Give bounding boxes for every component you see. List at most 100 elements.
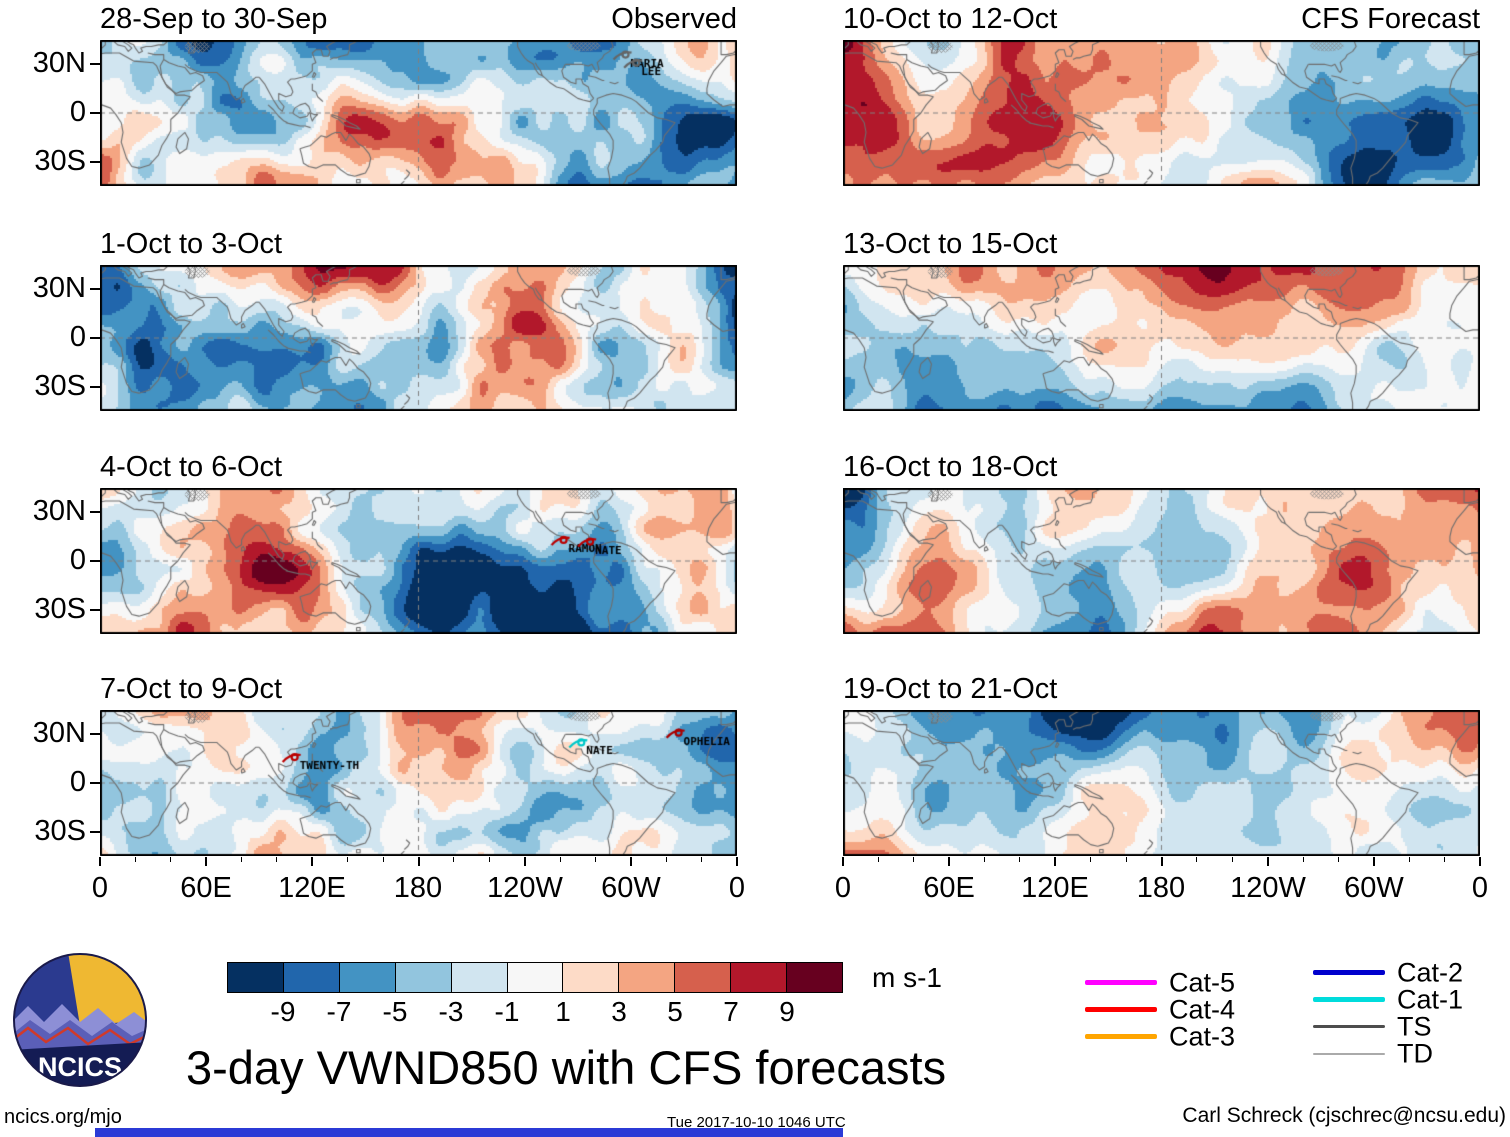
colorbar-segment	[394, 962, 452, 993]
panel-date-range: 28-Sep to 30-Sep	[100, 3, 328, 35]
axis-tick	[134, 857, 136, 862]
map-canvas	[843, 710, 1480, 856]
axis-tick	[948, 857, 951, 866]
axis-tick	[1372, 857, 1375, 866]
legend-label: TS	[1397, 1011, 1432, 1042]
axis-tick	[1408, 857, 1410, 862]
axis-tick	[90, 608, 100, 611]
column-label-forecast: CFS Forecast	[1301, 3, 1480, 35]
axis-tick	[594, 857, 596, 862]
panel-date-range: 10-Oct to 12-Oct	[843, 3, 1058, 35]
axis-tick	[559, 857, 561, 862]
ncics-logo-graphic: NCICS	[13, 953, 147, 1087]
footer-site-url: ncics.org/mjo	[4, 1106, 122, 1128]
colorbar-tick-label: 1	[555, 996, 571, 1027]
ts-line-swatch	[1313, 1025, 1385, 1029]
legend-item-cat4: Cat-4	[1085, 996, 1235, 1023]
axis-tick	[90, 830, 100, 833]
axis-tick	[1090, 857, 1092, 862]
colorbar-segment	[618, 962, 676, 993]
colorbar-tick-label: 7	[723, 996, 739, 1027]
axis-tick	[1160, 857, 1163, 866]
legend-label: Cat-2	[1397, 957, 1464, 988]
y-axis-label: 0	[69, 321, 86, 353]
legend-item-cat2: Cat-2	[1313, 959, 1463, 986]
axis-tick	[1337, 857, 1339, 862]
panel-title-row2-left: 1-Oct to 3-Oct	[100, 227, 737, 261]
cat5-line-swatch	[1085, 980, 1157, 986]
map-panel-observed-2	[100, 265, 737, 411]
panel-date-range: 1-Oct to 3-Oct	[100, 228, 283, 260]
x-axis-label: 0	[91, 872, 109, 904]
axis-tick	[736, 857, 738, 866]
axis-tick	[913, 857, 915, 862]
map-canvas	[843, 265, 1480, 411]
colorbar-tick-label: 9	[779, 996, 795, 1027]
axis-tick	[90, 337, 100, 339]
map-canvas	[100, 710, 737, 856]
map-panel-observed-3	[100, 488, 737, 634]
colorbar-units-label: m s-1	[872, 962, 942, 993]
axis-tick	[90, 288, 100, 291]
panel-title-row3-left: 4-Oct to 6-Oct	[100, 450, 737, 484]
map-canvas	[100, 488, 737, 634]
axis-tick	[347, 857, 349, 862]
axis-tick	[1302, 857, 1304, 862]
x-axis-label: 0	[834, 872, 852, 904]
axis-tick	[417, 857, 420, 866]
x-axis-label: 120E	[1021, 872, 1089, 904]
bottom-blue-bar	[95, 1128, 843, 1137]
map-panel-forecast-2	[843, 265, 1480, 411]
colorbar-segment	[786, 962, 843, 993]
axis-tick	[99, 857, 101, 866]
axis-tick	[1231, 857, 1233, 862]
legend-label: Cat-5	[1169, 967, 1236, 998]
map-canvas	[100, 40, 737, 186]
x-axis-label: 120W	[1230, 872, 1306, 904]
panel-title-row1-right: 10-Oct to 12-Oct CFS Forecast	[843, 2, 1480, 36]
footer-credit: Carl Schreck (cjschrec@ncsu.edu)	[1182, 1104, 1506, 1127]
axis-tick	[665, 857, 667, 862]
axis-tick	[90, 782, 100, 784]
axis-tick	[1054, 857, 1057, 866]
cat1-line-swatch	[1313, 997, 1385, 1003]
column-label-observed: Observed	[611, 3, 737, 35]
colorbar-tick-label: -5	[382, 996, 408, 1027]
footer-timestamp: Tue 2017-10-10 1046 UTC	[667, 1114, 846, 1131]
legend-label: Cat-4	[1169, 994, 1236, 1025]
colorbar-segment	[450, 962, 508, 993]
axis-tick	[1125, 857, 1127, 862]
y-axis-label: 30N	[32, 717, 86, 749]
colorbar-segment	[282, 962, 340, 993]
axis-tick	[90, 385, 100, 388]
cat4-line-swatch	[1085, 1007, 1157, 1013]
colorbar-segment	[338, 962, 396, 993]
colorbar	[227, 962, 843, 993]
axis-tick	[205, 857, 208, 866]
ncics-logo: NCICS	[10, 950, 150, 1090]
y-axis-label: 0	[69, 766, 86, 798]
colorbar-tick-label: -3	[438, 996, 464, 1027]
panel-date-range: 19-Oct to 21-Oct	[843, 673, 1058, 705]
colorbar-segment	[506, 962, 564, 993]
x-axis-label: 60W	[601, 872, 661, 904]
panel-date-range: 7-Oct to 9-Oct	[100, 673, 283, 705]
axis-tick	[523, 857, 526, 866]
axis-tick	[90, 160, 100, 163]
colorbar-segment	[227, 962, 284, 993]
axis-tick	[1266, 857, 1269, 866]
x-axis-label: 120W	[487, 872, 563, 904]
colorbar-segment	[562, 962, 620, 993]
x-axis-label: 180	[393, 872, 443, 904]
map-panel-forecast-1	[843, 40, 1480, 186]
axis-tick	[1444, 857, 1446, 862]
panel-title-row4-right: 19-Oct to 21-Oct	[843, 672, 1480, 706]
panel-title-row3-right: 16-Oct to 18-Oct	[843, 450, 1480, 484]
map-panel-forecast-4	[843, 710, 1480, 856]
axis-tick	[453, 857, 455, 862]
td-line-swatch	[1313, 1052, 1385, 1055]
ncics-logo-text: NCICS	[38, 1052, 122, 1082]
legend-column-1: Cat-5 Cat-4 Cat-3	[1085, 969, 1235, 1050]
colorbar-tick-label: 3	[611, 996, 627, 1027]
axis-tick	[1479, 857, 1481, 866]
